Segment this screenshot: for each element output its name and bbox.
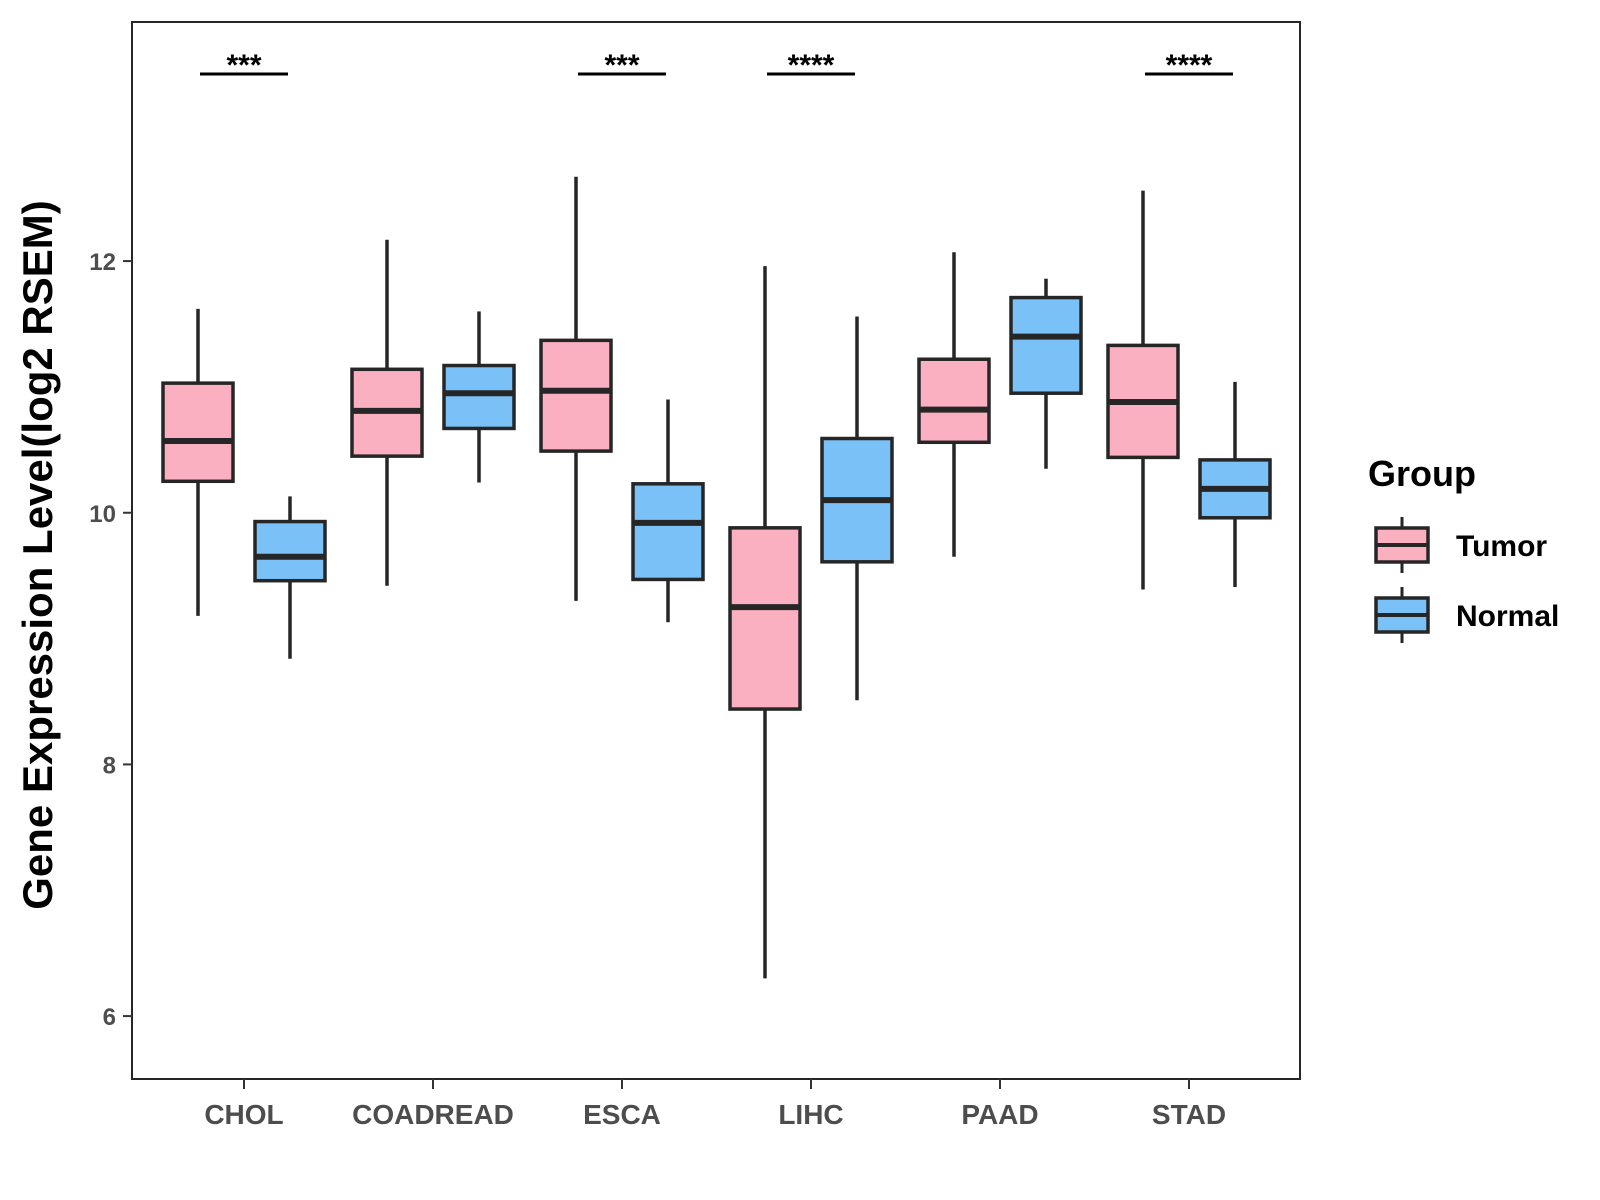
legend-label-tumor: Tumor <box>1456 530 1547 563</box>
legend-entry-normal: Normal <box>1374 587 1559 643</box>
iqr-box <box>631 482 705 582</box>
x-tick-label-paad: PAAD <box>961 1099 1038 1130</box>
y-axis-title: Gene Expression Level(log2 RSEM) <box>14 200 61 910</box>
iqr-box <box>917 357 991 445</box>
plot-panel-border <box>131 21 1301 1080</box>
box-tumor-stad <box>1106 190 1180 590</box>
iqr-box <box>1009 295 1083 395</box>
box-tumor-paad <box>917 252 991 557</box>
x-tick-label-esca: ESCA <box>583 1099 661 1130</box>
box-tumor-esca <box>539 176 613 601</box>
box-normal-esca <box>631 399 705 623</box>
significance-label-lihc: **** <box>788 49 835 82</box>
x-tick-label-lihc: LIHC <box>778 1099 843 1130</box>
significance-label-esca: *** <box>604 49 639 82</box>
iqr-box <box>539 338 613 453</box>
iqr-box <box>253 519 327 583</box>
y-tick-label: 12 <box>89 249 116 276</box>
y-tick-label: 8 <box>103 752 116 779</box>
box-normal-stad <box>1198 381 1272 587</box>
legend-entry-tumor: Tumor <box>1374 517 1547 573</box>
iqr-box <box>728 526 802 711</box>
legend-label-normal: Normal <box>1456 600 1559 633</box>
x-tick-label-stad: STAD <box>1152 1099 1226 1130</box>
legend: Group Tumor Normal <box>1368 453 1559 643</box>
box-normal-lihc <box>820 316 894 701</box>
box-tumor-lihc <box>728 266 802 979</box>
legend-title: Group <box>1368 453 1476 494</box>
x-tick-label-coadread: COADREAD <box>352 1099 514 1130</box>
y-tick-label: 6 <box>103 1004 116 1031</box>
box-normal-chol <box>253 496 327 659</box>
box-tumor-chol <box>161 308 235 616</box>
x-tick-label-chol: CHOL <box>204 1099 283 1130</box>
iqr-box <box>161 381 235 484</box>
y-tick-label: 10 <box>89 501 116 528</box>
significance-label-stad: **** <box>1166 49 1213 82</box>
box-normal-coadread <box>442 311 516 483</box>
box-normal-paad <box>1009 278 1083 469</box>
box-tumor-coadread <box>350 239 424 586</box>
iqr-box <box>442 363 516 431</box>
significance-label-chol: *** <box>226 49 261 82</box>
